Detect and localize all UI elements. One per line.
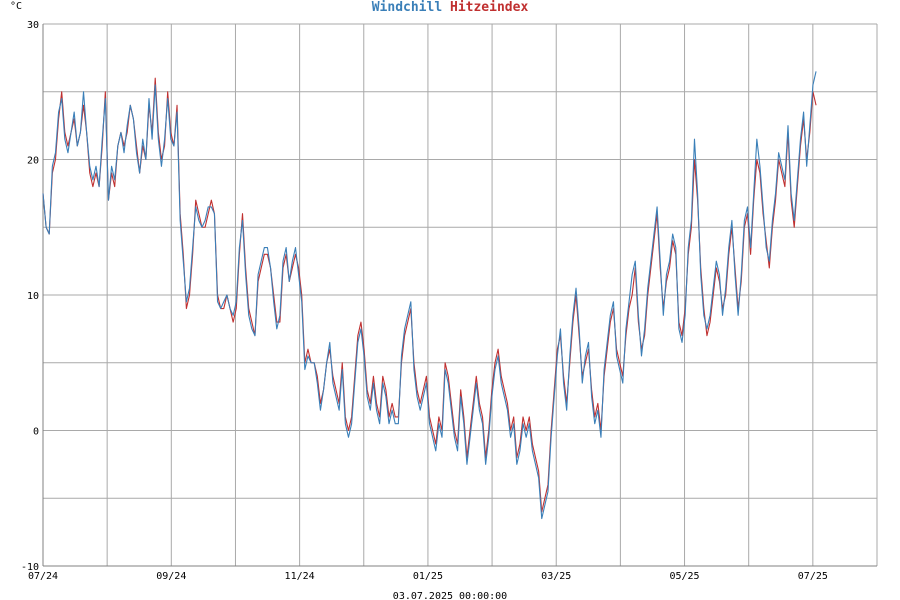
x-tick-label: 05/25: [669, 571, 699, 582]
x-tick-label: 03/25: [541, 571, 571, 582]
y-tick-label: -10: [21, 562, 39, 573]
chart-title: Windchill Hitzeindex: [372, 0, 529, 15]
y-tick-label: 30: [27, 20, 39, 31]
axes: [42, 24, 877, 567]
x-tick-label: 07/25: [798, 571, 828, 582]
title-part-2: Hitzeindex: [442, 0, 528, 15]
series-line-windchill: [42, 71, 817, 520]
y-axis-unit-label: °C: [10, 1, 22, 12]
footer-timestamp: 03.07.2025 00:00:00: [393, 591, 507, 600]
labels: -10 0 10 20 30 07/24 09/24 11/24 01/25 03/25 05/25…: [21, 20, 828, 582]
y-tick-label: 20: [27, 156, 39, 167]
title-part-1: Windchill: [372, 0, 442, 15]
grid: [42, 23, 878, 567]
series-layer: [42, 71, 817, 520]
y-tick-label: 0: [33, 427, 39, 438]
y-tick-label: 10: [27, 291, 39, 302]
x-tick-label: 09/24: [156, 571, 186, 582]
x-tick-label: 07/24: [28, 571, 58, 582]
x-tick-label: 01/25: [413, 571, 443, 582]
x-tick-label: 11/24: [285, 571, 315, 582]
